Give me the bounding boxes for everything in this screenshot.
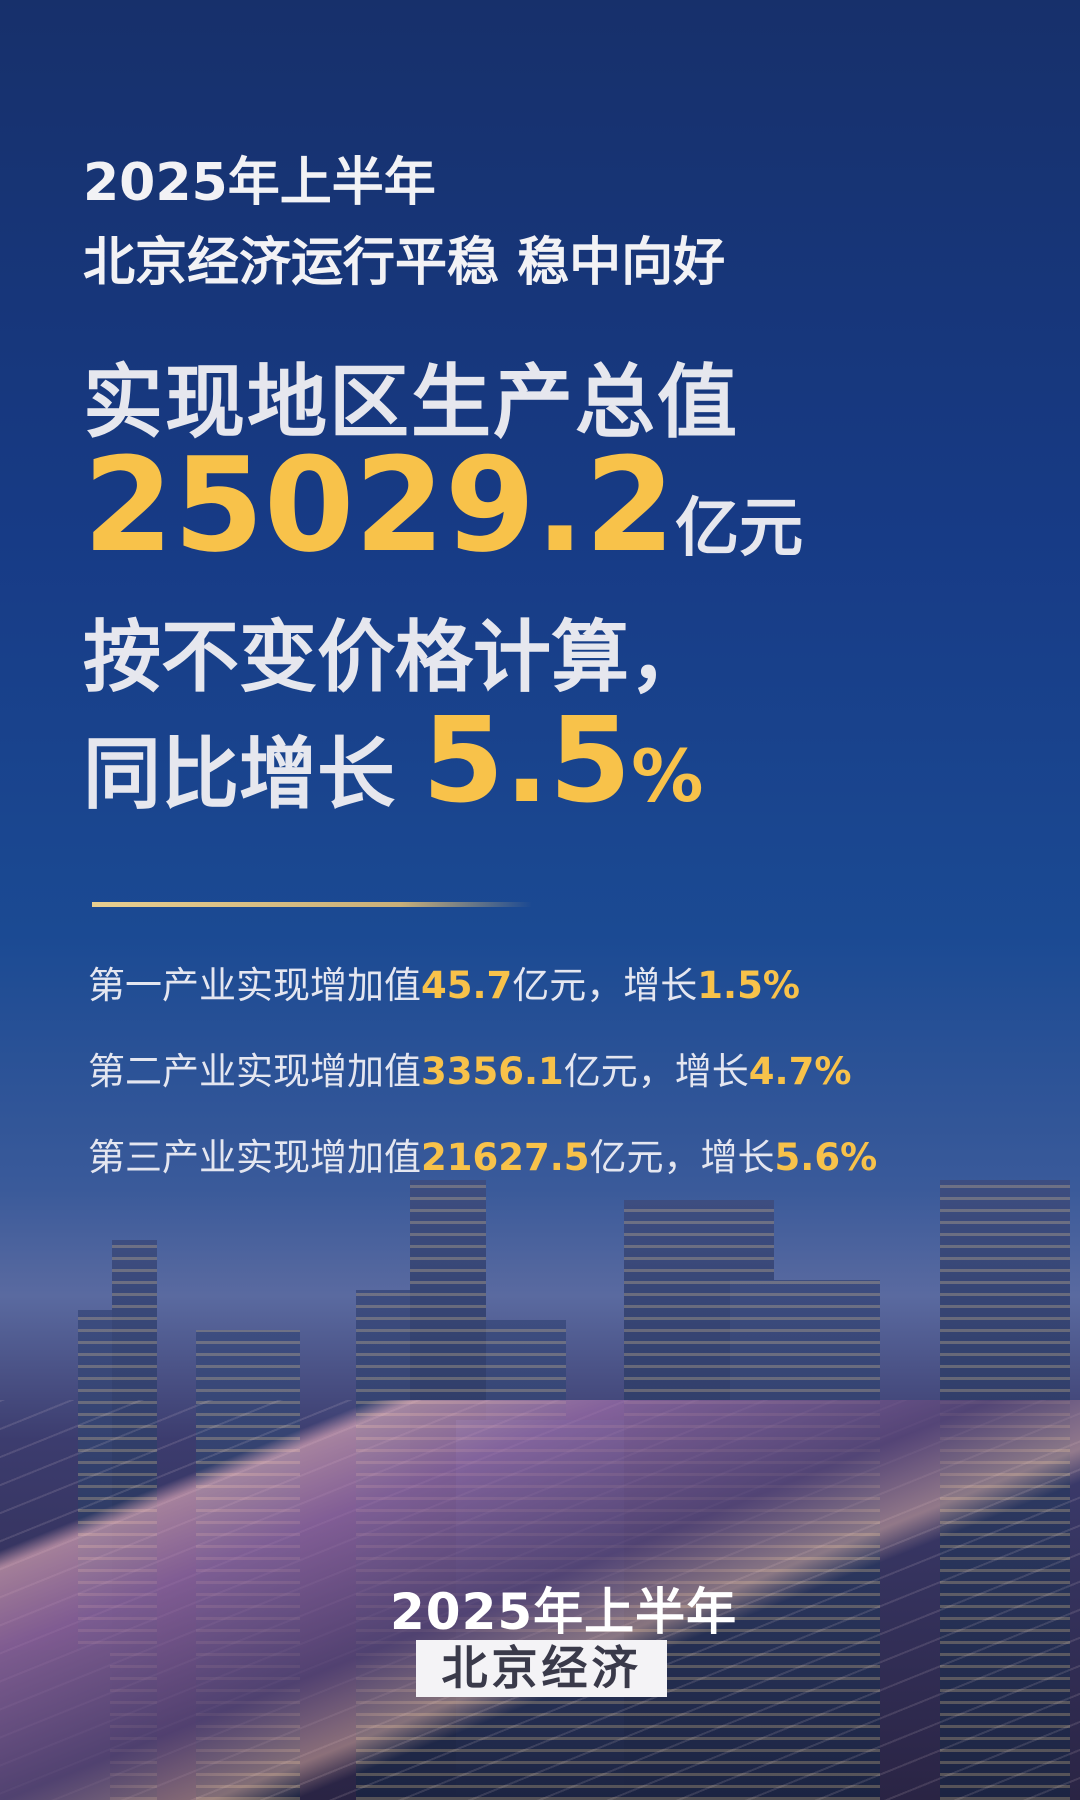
- method-text: 按不变价格计算，: [83, 613, 708, 703]
- industry-growth: 4.7%: [748, 1050, 852, 1093]
- industry-label: 第一产业实现增加值: [88, 964, 421, 1007]
- industry-mid: 亿元，增长: [589, 1136, 775, 1179]
- industry-growth: 5.6%: [774, 1136, 878, 1179]
- badge-year: 2025年上半年: [390, 1583, 738, 1641]
- industry-value: 21627.5: [421, 1136, 590, 1179]
- growth-value: 5.5: [422, 691, 632, 829]
- title-line1: 2025年上半年: [83, 153, 436, 213]
- industry-value: 3356.1: [421, 1050, 564, 1093]
- industry-value: 45.7: [421, 964, 513, 1007]
- badge-name: 北京经济: [441, 1641, 642, 1695]
- industry-mid: 亿元，增长: [563, 1050, 749, 1093]
- growth-unit: %: [631, 734, 704, 818]
- growth-label: 同比增长: [83, 730, 396, 820]
- industry-label: 第三产业实现增加值: [88, 1136, 421, 1179]
- highway-image: [0, 1400, 1080, 1800]
- industry-secondary: 第二产业实现增加值3356.1亿元，增长4.7%: [88, 1041, 851, 1095]
- gdp-label: 实现地区生产总值: [83, 356, 739, 449]
- industry-growth: 1.5%: [697, 964, 800, 1007]
- divider: [92, 902, 532, 907]
- industry-label: 第二产业实现增加值: [88, 1050, 421, 1093]
- industry-mid: 亿元，增长: [512, 964, 698, 1007]
- gdp-unit: 亿元: [675, 492, 804, 566]
- gdp-figure: 25029.2亿元: [83, 440, 803, 594]
- gdp-value: 25029.2: [83, 429, 676, 581]
- growth-figure: 同比增长 5.5%: [83, 700, 703, 836]
- industry-primary: 第一产业实现增加值45.7亿元，增长1.5%: [88, 955, 800, 1009]
- title-line2: 北京经济运行平稳 稳中向好: [83, 233, 726, 293]
- badge-box: 北京经济: [416, 1640, 667, 1697]
- industry-tertiary: 第三产业实现增加值21627.5亿元，增长5.6%: [88, 1127, 877, 1181]
